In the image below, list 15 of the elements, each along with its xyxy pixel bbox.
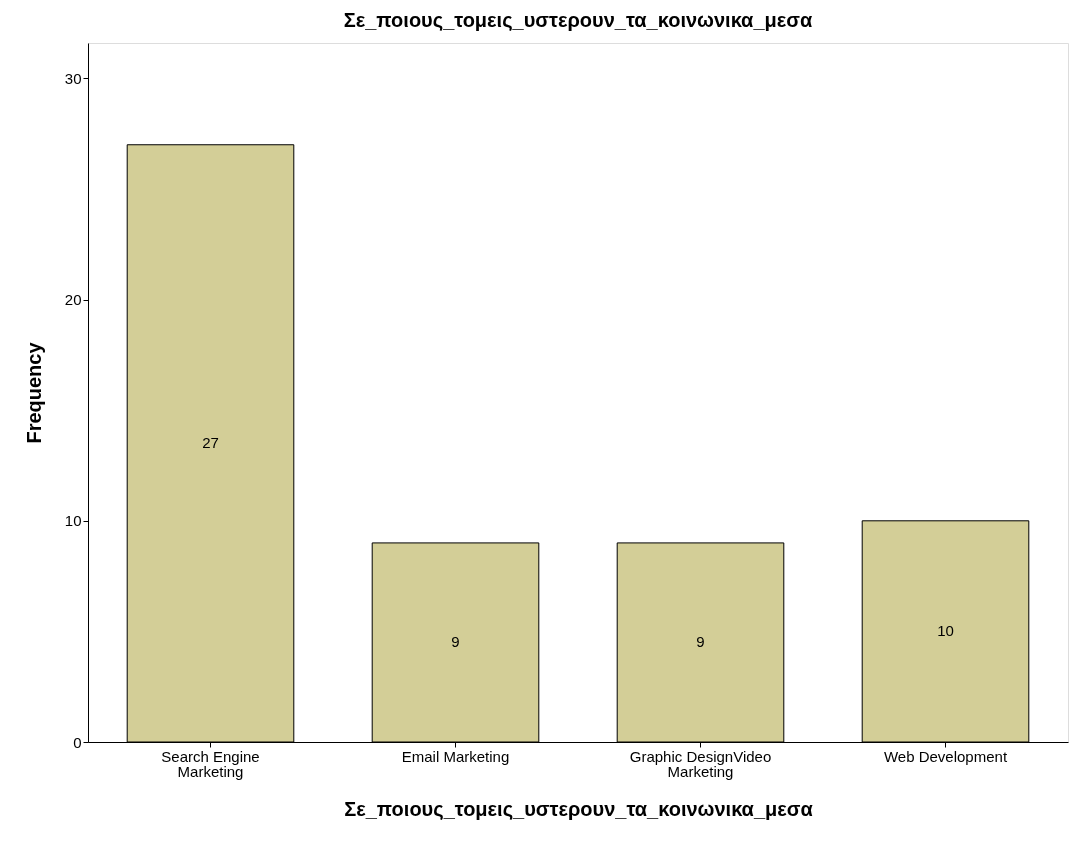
y-tick-label: 30 bbox=[64, 69, 82, 87]
data-label: 9 bbox=[696, 633, 705, 651]
x-tick-label: Email Marketing bbox=[401, 747, 510, 765]
y-tick-label: 10 bbox=[64, 512, 82, 530]
x-tick-label: Graphic DesignVideo Marketing bbox=[629, 747, 772, 780]
y-tick-label: 20 bbox=[64, 291, 82, 309]
data-label: 10 bbox=[937, 622, 954, 640]
x-axis-title: Σε_ποιους_τομεις_υστερουν_τα_κοινωνικα_μεσα bbox=[344, 797, 814, 820]
chart-title: Σε_ποιους_τομεις_υστερουν_τα_κοινωνικα_μεσα bbox=[343, 9, 813, 31]
data-label: 9 bbox=[451, 633, 460, 651]
x-tick-label: Web Development bbox=[883, 747, 1008, 765]
y-tick-label: 0 bbox=[73, 733, 82, 751]
y-axis-title: Frequency bbox=[22, 341, 45, 444]
data-label: 27 bbox=[202, 434, 219, 452]
x-tick-label: Search Engine Marketing bbox=[161, 747, 260, 780]
